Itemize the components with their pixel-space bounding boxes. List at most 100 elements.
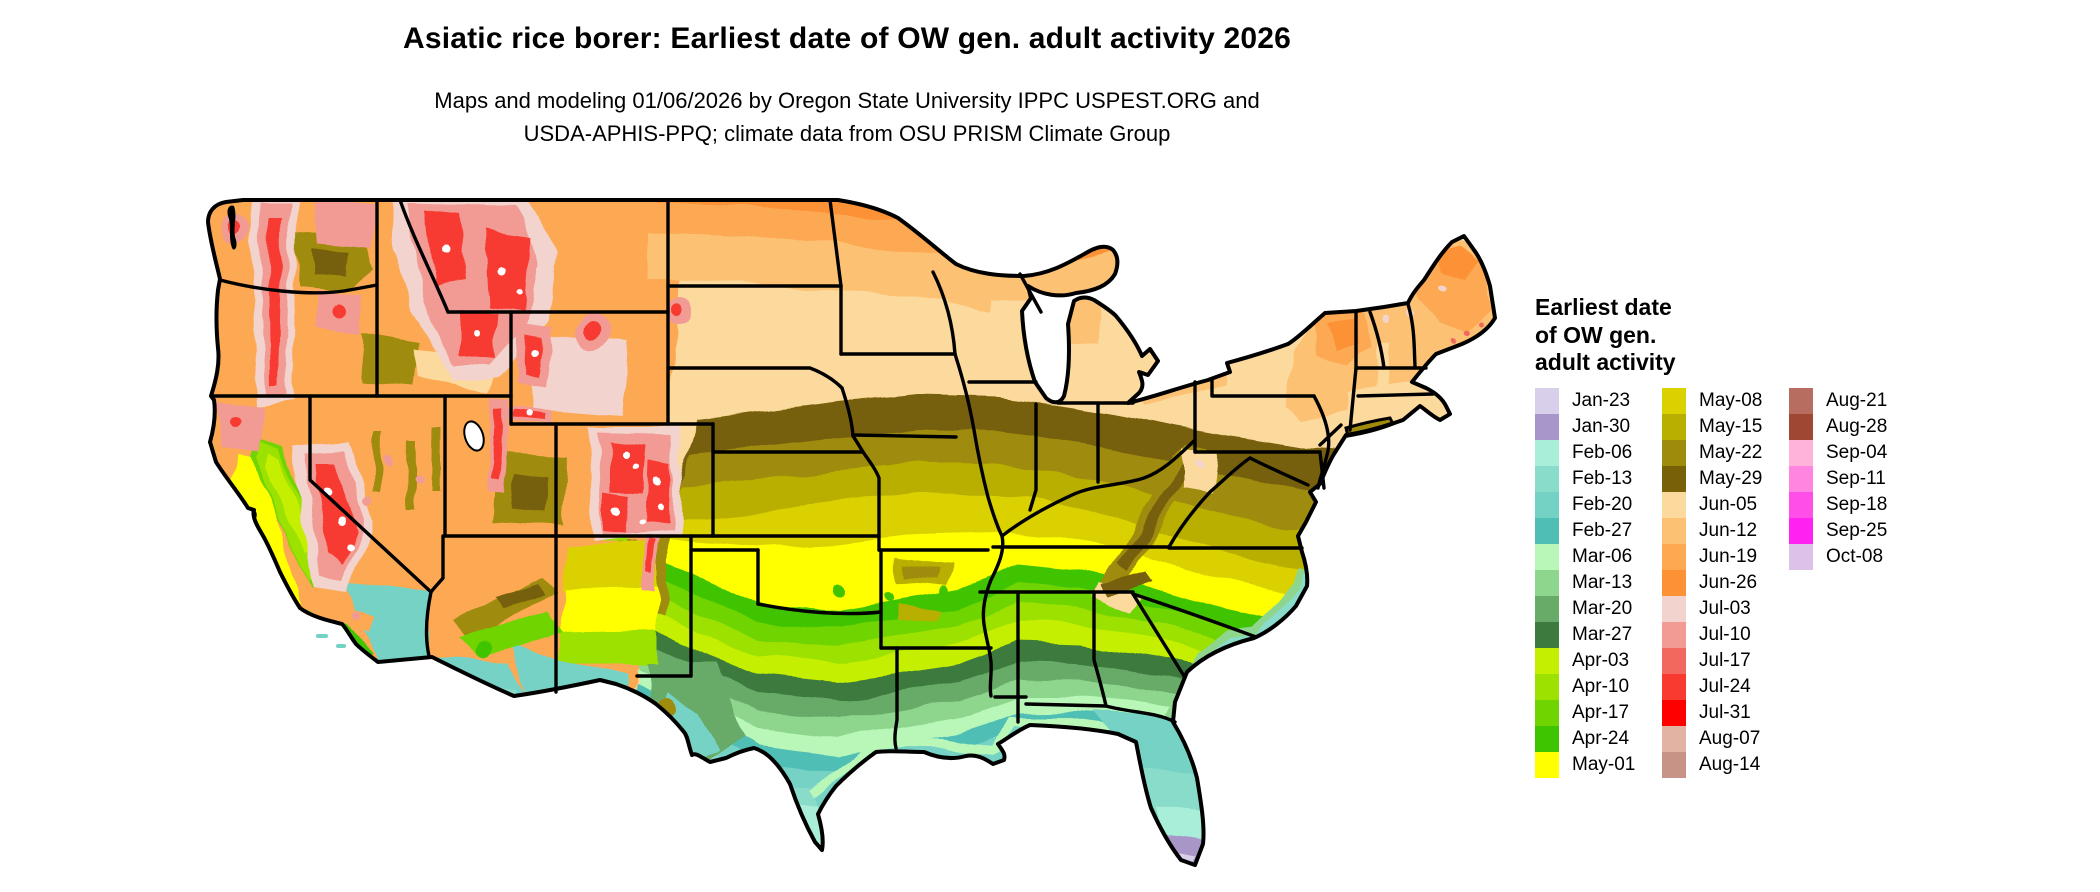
legend-row: May-15	[1662, 413, 1789, 440]
legend-row: Jul-24	[1662, 673, 1789, 700]
legend-label: Oct-08	[1826, 545, 1884, 567]
legend-row: Sep-11	[1789, 465, 1916, 492]
legend-row: Jan-23	[1535, 387, 1662, 414]
legend-swatch	[1789, 465, 1813, 492]
legend-label: Jun-26	[1699, 571, 1758, 593]
legend-label: Jul-31	[1699, 701, 1751, 723]
us-map	[206, 198, 1497, 867]
legend-label: May-15	[1699, 415, 1763, 437]
legend-row: Feb-20	[1535, 491, 1662, 518]
legend-row: Jan-30	[1535, 413, 1662, 440]
legend-label: Mar-06	[1572, 545, 1633, 567]
legend-swatch	[1662, 517, 1686, 544]
legend-label: Aug-21	[1826, 389, 1888, 411]
legend-title-line: Earliest date	[1535, 294, 1672, 320]
legend-row: Sep-25	[1789, 517, 1916, 544]
legend-swatch	[1789, 491, 1813, 518]
legend-label: Jul-03	[1699, 597, 1751, 619]
legend-label: Jan-30	[1572, 415, 1631, 437]
legend-label: Apr-10	[1572, 675, 1630, 697]
legend-row: Feb-13	[1535, 465, 1662, 492]
legend-swatch	[1535, 699, 1559, 726]
legend-swatch	[1535, 517, 1559, 544]
legend-row: May-08	[1662, 387, 1789, 414]
subtitle-line-1: Maps and modeling 01/06/2026 by Oregon S…	[434, 88, 1260, 113]
legend-row: Mar-20	[1535, 595, 1662, 622]
legend-swatch	[1535, 465, 1559, 492]
legend-row: Apr-24	[1535, 725, 1662, 752]
legend-row: Aug-07	[1662, 725, 1789, 752]
legend-swatch	[1789, 543, 1813, 570]
legend-swatch	[1535, 439, 1559, 466]
legend-row: May-22	[1662, 439, 1789, 466]
legend-row: Jun-12	[1662, 517, 1789, 544]
legend-label: Feb-20	[1572, 493, 1633, 515]
channel-islands	[336, 644, 346, 648]
legend-label: Apr-24	[1572, 727, 1630, 749]
legend-column: Aug-21 Aug-28 Sep-04 Sep-11 Sep-18 Sep-25 Oct-…	[1789, 387, 1916, 570]
legend-row: Sep-18	[1789, 491, 1916, 518]
map-container	[198, 192, 1498, 884]
legend-label: Mar-13	[1572, 571, 1633, 593]
channel-islands	[316, 634, 328, 638]
legend-swatch	[1535, 543, 1559, 570]
legend-swatch	[1535, 387, 1559, 414]
legend-row: Feb-06	[1535, 439, 1662, 466]
legend-row: Apr-03	[1535, 647, 1662, 674]
legend-swatch	[1662, 465, 1686, 492]
legend-row: Mar-06	[1535, 543, 1662, 570]
legend-row: Aug-14	[1662, 751, 1789, 778]
legend-title-line: adult activity	[1535, 349, 1676, 376]
legend-row: Apr-17	[1535, 699, 1662, 726]
legend-swatch	[1535, 647, 1559, 674]
legend-label: Jun-19	[1699, 545, 1758, 567]
legend-swatch	[1662, 543, 1686, 570]
legend-row: Aug-21	[1789, 387, 1916, 414]
subtitle-line-2: USDA-APHIS-PPQ; climate data from OSU PR…	[523, 121, 1171, 146]
map-fill-layers	[208, 200, 1495, 865]
legend-swatch	[1789, 387, 1813, 414]
legend-swatch	[1535, 751, 1559, 778]
legend-label: Feb-27	[1572, 519, 1633, 541]
legend-label: Aug-07	[1699, 727, 1761, 749]
legend-label: Sep-11	[1826, 467, 1886, 489]
legend-swatch	[1535, 569, 1559, 596]
legend: Earliest date of OW gen. adult activity …	[1535, 294, 2095, 778]
legend-label: May-29	[1699, 467, 1763, 489]
legend-label: May-22	[1699, 441, 1763, 463]
legend-swatch	[1789, 517, 1813, 544]
legend-label: Apr-03	[1572, 649, 1630, 671]
legend-row: Jul-31	[1662, 699, 1789, 726]
legend-row: Jun-05	[1662, 491, 1789, 518]
legend-label: Jun-05	[1699, 493, 1758, 515]
legend-row: Mar-27	[1535, 621, 1662, 648]
legend-label: Jul-24	[1699, 675, 1751, 697]
legend-swatch	[1535, 491, 1559, 518]
legend-swatch	[1789, 439, 1813, 466]
legend-label: Apr-17	[1572, 701, 1630, 723]
legend-swatch	[1535, 725, 1559, 752]
great-salt-lake	[463, 420, 485, 452]
legend-label: Feb-06	[1572, 441, 1633, 463]
legend-row: Jul-03	[1662, 595, 1789, 622]
legend-label: Sep-04	[1826, 441, 1888, 463]
puget-sound	[227, 205, 237, 250]
legend-label: Mar-20	[1572, 597, 1633, 619]
page-title: Asiatic rice borer: Earliest date of OW …	[402, 22, 1292, 55]
legend-swatch	[1662, 413, 1686, 440]
legend-label: May-01	[1572, 753, 1636, 775]
legend-row: Jul-10	[1662, 621, 1789, 648]
legend-swatch	[1662, 699, 1686, 726]
legend-swatch	[1535, 673, 1559, 700]
legend-swatch	[1662, 751, 1686, 778]
legend-label: Aug-14	[1699, 753, 1761, 775]
legend-swatch	[1789, 413, 1813, 440]
legend-swatch	[1662, 621, 1686, 648]
legend-swatch	[1662, 647, 1686, 674]
legend-label: May-08	[1699, 389, 1763, 411]
legend-swatch	[1535, 621, 1559, 648]
legend-row: Jun-19	[1662, 543, 1789, 570]
legend-label: Jan-23	[1572, 389, 1631, 411]
legend-column: Jan-23 Jan-30 Feb-06 Feb-13 Feb-20 Feb-27 Mar-…	[1535, 387, 1662, 778]
legend-label: Sep-18	[1826, 493, 1888, 515]
